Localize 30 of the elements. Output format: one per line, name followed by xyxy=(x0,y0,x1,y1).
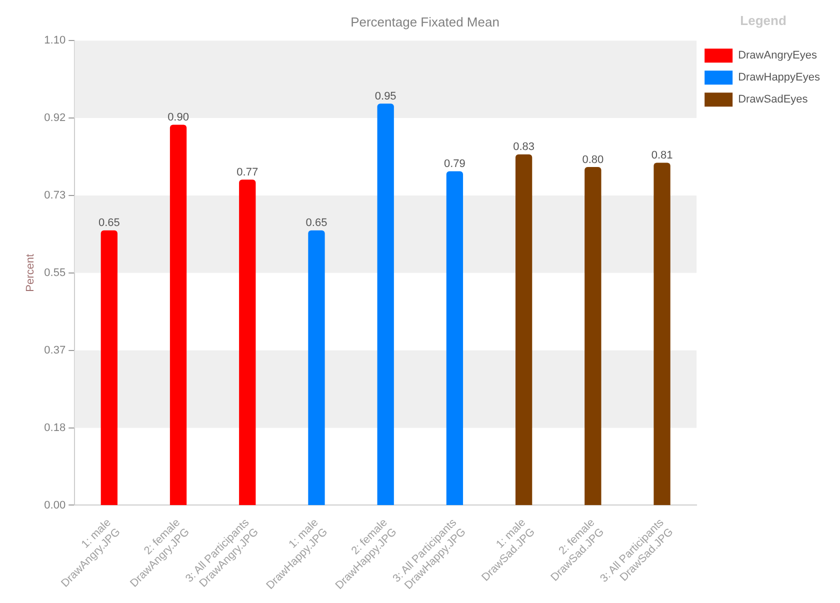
bar xyxy=(239,180,256,506)
bar xyxy=(584,166,602,506)
data-label: 0.95 xyxy=(374,90,396,102)
legend-label: DrawAngryEyes xyxy=(738,50,818,62)
y-tick-label: 0.92 xyxy=(44,112,66,124)
bar xyxy=(654,162,670,506)
data-label: 0.90 xyxy=(168,112,189,124)
data-label: 0.65 xyxy=(306,217,328,230)
y-tick-label: 0.73 xyxy=(44,190,66,202)
data-label: 0.79 xyxy=(444,158,466,170)
legend-label: DrawHappyEyes xyxy=(738,72,820,84)
chart-title: Percentage Fixated Mean xyxy=(350,14,500,30)
bar xyxy=(377,104,394,506)
y-axis-title: Percent xyxy=(24,254,37,292)
legend-label: DrawSadEyes xyxy=(738,94,808,106)
y-tick-label: 0.37 xyxy=(44,344,66,356)
bar xyxy=(515,154,532,506)
y-tick-label: 1.10 xyxy=(44,34,66,47)
bar xyxy=(446,171,464,506)
bar xyxy=(170,124,187,506)
y-tick-label: 0.18 xyxy=(44,422,66,434)
y-tick-label: 0.55 xyxy=(44,266,66,279)
data-label: 0.65 xyxy=(98,217,120,230)
bar xyxy=(100,230,118,506)
data-label: 0.81 xyxy=(651,150,673,162)
y-tick-label: 0.00 xyxy=(44,499,66,512)
bar xyxy=(308,230,325,506)
data-label: 0.83 xyxy=(513,141,535,154)
data-label: 0.80 xyxy=(582,154,604,166)
data-label: 0.77 xyxy=(236,166,258,179)
